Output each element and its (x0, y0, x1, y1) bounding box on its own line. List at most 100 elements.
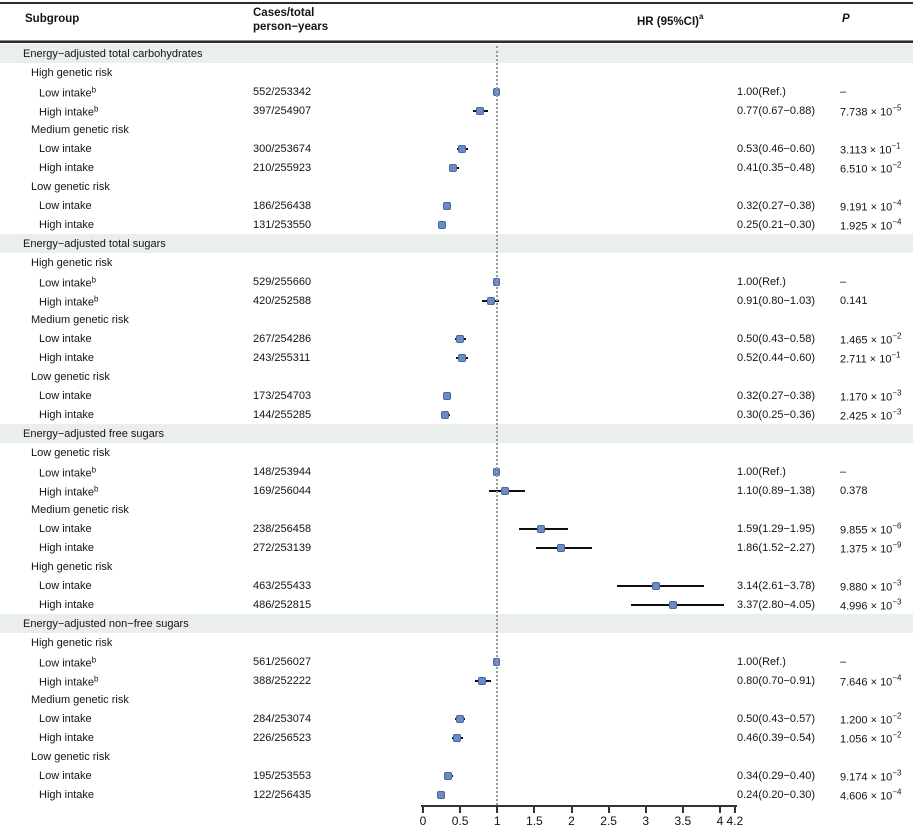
cases-cell: 284/253074 (253, 712, 312, 725)
p-cell: 1.375 × 10−9 (840, 540, 902, 555)
hr-marker (453, 733, 462, 742)
hr-marker (442, 391, 451, 400)
group-row: Low genetic risk (0, 367, 913, 386)
data-row: High intake 226/256523 0.46(0.39−0.54) 1.05… (0, 728, 913, 747)
row-label: Medium genetic risk (31, 693, 129, 706)
hr-cell: 0.24(0.20−0.30) (737, 788, 815, 801)
cases-cell: 397/254907 (253, 104, 312, 117)
hr-cell: 1.59(1.29−1.95) (737, 522, 815, 535)
column-header-p: P (842, 13, 850, 25)
hr-cell: 0.32(0.27−0.38) (737, 389, 815, 402)
cases-cell: 238/256458 (253, 522, 312, 535)
row-label: High intake (39, 351, 95, 364)
row-label: Medium genetic risk (31, 503, 129, 516)
hr-marker (449, 163, 458, 172)
row-label: Low intakeb (39, 655, 97, 669)
cases-cell: 169/256044 (253, 484, 312, 497)
data-row: Low intakeb 552/253342 1.00(Ref.) – (0, 82, 913, 101)
axis-tick (422, 805, 424, 813)
group-row: Medium genetic risk (0, 310, 913, 329)
cases-cell: 148/253944 (253, 465, 312, 478)
hr-marker (458, 144, 467, 153)
cases-cell: 267/254286 (253, 332, 312, 345)
p-cell: 1.925 × 10−4 (840, 217, 902, 232)
hr-cell: 1.00(Ref.) (737, 465, 786, 478)
p-exponent: −4 (892, 673, 902, 683)
data-row: Low intake 267/254286 0.50(0.43−0.58) 1.465… (0, 329, 913, 348)
cases-cell: 173/254703 (253, 389, 312, 402)
axis-tick (719, 805, 721, 813)
row-label: High intake (39, 598, 95, 611)
cases-cell: 552/253342 (253, 85, 312, 98)
cases-cell: 300/253674 (253, 142, 312, 155)
hr-cell: 1.00(Ref.) (737, 85, 786, 98)
p-exponent: −4 (892, 198, 902, 208)
p-exponent: −2 (892, 160, 902, 170)
row-label: Energy−adjusted free sugars (23, 427, 164, 440)
data-row: Low intake 173/254703 0.32(0.27−0.38) 1.170… (0, 386, 913, 405)
axis-tick (681, 805, 684, 813)
p-exponent: −3 (892, 597, 902, 607)
footnote-marker: b (91, 85, 97, 95)
p-cell: 9.174 × 10−3 (840, 768, 902, 783)
hr-marker (557, 543, 566, 552)
axis-tick-label: 3 (642, 814, 650, 828)
footnote-marker: b (91, 655, 97, 665)
axis-tick-label: 0 (419, 814, 427, 828)
p-exponent: −1 (891, 350, 901, 360)
hr-marker (437, 220, 446, 229)
cases-cell: 210/255923 (253, 161, 312, 174)
data-row: Low intake 300/253674 0.53(0.46−0.60) 3.113… (0, 139, 913, 158)
row-label: Low genetic risk (31, 370, 110, 383)
row-label: Low intakeb (39, 275, 97, 289)
p-cell: 7.738 × 10−5 (840, 103, 902, 118)
hr-header-text: HR (95%CI) (637, 15, 699, 28)
axis-tick (533, 805, 536, 813)
axis-tick-label: 4.2 (726, 814, 744, 828)
axis-tick-label: 1.5 (526, 814, 543, 828)
group-row: High genetic risk (0, 63, 913, 82)
p-exponent: −4 (892, 217, 902, 227)
p-exponent: −3 (892, 388, 902, 398)
p-cell: – (840, 655, 847, 668)
hr-cell: 0.25(0.21−0.30) (737, 218, 815, 231)
row-label: High intakeb (39, 104, 99, 118)
p-exponent: −5 (892, 103, 902, 113)
p-cell: – (840, 465, 847, 478)
hr-cell: 0.77(0.67−0.88) (737, 104, 815, 117)
hr-cell: 1.00(Ref.) (737, 275, 786, 288)
data-row: High intake 144/255285 0.30(0.25−0.36) 2.42… (0, 405, 913, 424)
row-label: Low genetic risk (31, 446, 110, 459)
row-label: High intake (39, 408, 95, 421)
hr-cell: 0.91(0.80−1.03) (737, 294, 815, 307)
row-label: High genetic risk (31, 256, 113, 269)
hr-marker (486, 296, 495, 305)
row-label: High intake (39, 731, 95, 744)
row-label: Low intake (39, 579, 92, 592)
data-row: High intakeb 420/252588 0.91(0.80−1.03) 0.1… (0, 291, 913, 310)
hr-cell: 0.52(0.44−0.60) (737, 351, 815, 364)
row-label: Energy−adjusted non−free sugars (23, 617, 189, 630)
section-row: Energy−adjusted total carbohydrates (0, 44, 913, 63)
group-row: Low genetic risk (0, 747, 913, 766)
p-cell: 0.378 (840, 484, 868, 497)
row-label: Medium genetic risk (31, 123, 129, 136)
footnote-marker: b (91, 465, 97, 475)
p-cell: 7.646 × 10−4 (840, 673, 902, 688)
hr-marker (457, 353, 466, 362)
axis-tick (644, 805, 647, 813)
row-label: High genetic risk (31, 636, 113, 649)
section-row: Energy−adjusted total sugars (0, 234, 913, 253)
row-label: High intakeb (39, 294, 99, 308)
row-label: Low genetic risk (31, 750, 110, 763)
data-row: High intake 122/256435 0.24(0.20−0.30) 4.60… (0, 785, 913, 804)
group-row: Medium genetic risk (0, 690, 913, 709)
hr-cell: 0.41(0.35−0.48) (737, 161, 815, 174)
data-row: Low intake 284/253074 0.50(0.43−0.57) 1.200… (0, 709, 913, 728)
p-cell: 1.200 × 10−2 (840, 711, 902, 726)
data-row: Low intake 238/256458 1.59(1.29−1.95) 9.855… (0, 519, 913, 538)
row-label: Low intake (39, 332, 92, 345)
axis-tick (733, 805, 736, 813)
x-axis-line (421, 805, 737, 807)
